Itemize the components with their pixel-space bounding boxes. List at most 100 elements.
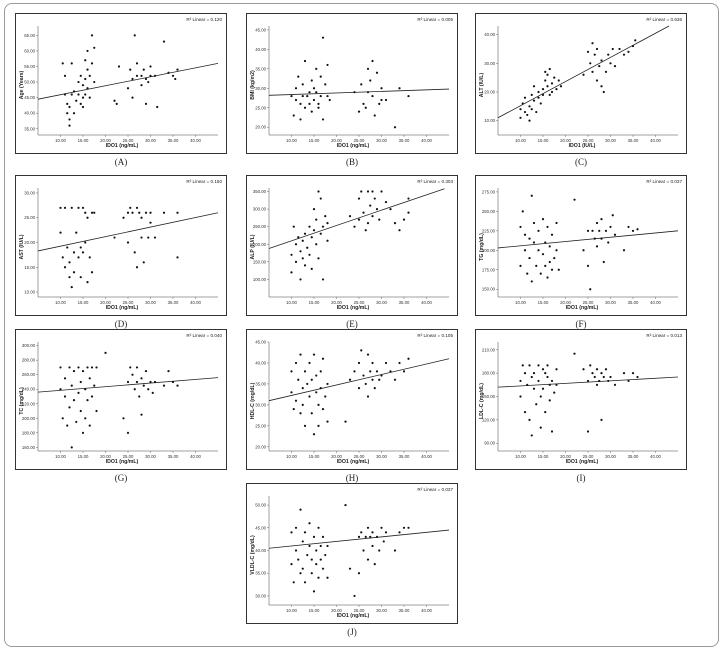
data-point — [353, 91, 356, 94]
scatter-svg: 10.00 15.00 20.00 25.00 30.00 35.00 40.00 90.00… — [482, 342, 679, 459]
data-point — [622, 249, 626, 252]
data-point — [544, 79, 547, 82]
data-point — [59, 366, 62, 369]
data-point — [550, 233, 554, 236]
data-point — [308, 225, 311, 228]
data-point — [555, 383, 558, 386]
data-point — [301, 239, 304, 242]
y-axis-label: Age (Years) — [19, 70, 25, 99]
data-point — [321, 407, 325, 411]
x-axis-label: IDO1 (ng/mL) — [105, 305, 139, 311]
data-point — [294, 98, 298, 102]
data-point — [402, 526, 406, 529]
y-tick-label: 350.00 — [253, 189, 267, 194]
y-tick-label: 300.00 — [22, 343, 36, 348]
x-tick-label: 40.00 — [421, 138, 432, 143]
data-point — [294, 549, 298, 552]
data-point — [555, 249, 558, 252]
data-point — [523, 410, 527, 414]
data-point — [613, 233, 617, 236]
x-tick-label: 30.00 — [145, 454, 156, 459]
fit-line — [268, 88, 450, 96]
y-axis-label-wrap: ALT (IU/L) — [476, 14, 488, 155]
x-tick-label: 10.00 — [286, 608, 297, 613]
x-tick-label: 40.00 — [650, 300, 661, 305]
data-point — [324, 83, 327, 86]
y-tick-label: 120.00 — [482, 417, 496, 422]
y-tick-label: 200.00 — [22, 416, 36, 421]
y-tick-label: 60.00 — [24, 48, 35, 53]
x-tick-label: 30.00 — [376, 454, 387, 459]
data-point — [303, 264, 307, 267]
data-point — [72, 369, 76, 373]
data-point — [126, 241, 130, 244]
data-point — [378, 378, 381, 381]
x-tick-label: 20.00 — [331, 608, 342, 613]
data-point — [63, 93, 67, 96]
y-tick-label: 30.00 — [255, 593, 266, 598]
data-point — [315, 549, 318, 552]
data-point — [144, 77, 148, 81]
y-axis-label-wrap: HDL-C (mg/dL) — [247, 330, 259, 471]
data-point — [84, 211, 87, 214]
r2-label: R² Linear = 0.005 — [417, 17, 453, 22]
data-point — [90, 34, 94, 37]
data-point — [290, 271, 293, 274]
data-point — [550, 430, 554, 433]
data-point — [326, 63, 329, 67]
data-point — [537, 249, 540, 252]
scatter-panel: 10.00 15.00 20.00 25.00 30.00 35.00 40.00 100.0… — [246, 175, 458, 316]
data-point — [595, 221, 599, 225]
data-point — [344, 503, 347, 507]
data-point — [375, 71, 379, 74]
data-point — [90, 211, 94, 214]
data-point — [357, 218, 361, 221]
data-point — [301, 257, 304, 260]
data-point — [171, 74, 175, 77]
x-tick-label: 15.00 — [538, 300, 549, 305]
x-tick-label: 30.00 — [145, 300, 156, 305]
x-tick-label: 30.00 — [145, 138, 156, 143]
data-point — [364, 535, 367, 538]
data-point — [299, 250, 302, 253]
y-axis-label-wrap: AST (IU/L) — [16, 176, 28, 317]
data-point — [555, 368, 558, 371]
x-tick-label: 10.00 — [286, 138, 297, 143]
data-point — [84, 417, 87, 420]
data-point — [131, 211, 134, 214]
data-point — [366, 190, 370, 193]
data-point — [380, 526, 383, 529]
y-tick-label: 150.00 — [482, 287, 496, 292]
y-tick-label: 35.00 — [24, 126, 35, 131]
scatter-svg: 10.00 15.00 20.00 25.00 30.00 35.00 40.00 35.00… — [24, 26, 219, 143]
x-tick-label: 15.00 — [309, 454, 320, 459]
y-tick-label: 25.00 — [255, 105, 266, 110]
data-point — [407, 211, 410, 214]
data-point — [526, 113, 529, 117]
data-point — [162, 384, 166, 387]
data-point — [344, 420, 347, 423]
data-point — [598, 229, 601, 232]
data-point — [541, 218, 545, 221]
fit-line — [268, 529, 450, 549]
data-point — [553, 391, 556, 394]
x-tick-label: 10.00 — [55, 300, 66, 305]
data-point — [384, 200, 388, 204]
data-point — [310, 110, 313, 113]
data-point — [589, 364, 592, 367]
data-point — [326, 544, 329, 548]
fit-line — [497, 230, 679, 249]
data-point — [301, 567, 304, 570]
data-point — [532, 241, 536, 244]
data-point — [378, 218, 381, 221]
y-tick-label: 65.00 — [24, 33, 35, 38]
data-point — [607, 241, 610, 244]
data-point — [319, 197, 322, 200]
data-point — [526, 383, 529, 386]
data-point — [70, 446, 73, 449]
data-point — [631, 44, 635, 48]
x-tick-label: 15.00 — [538, 138, 549, 143]
data-point — [407, 526, 410, 529]
data-point — [147, 80, 150, 84]
data-point — [528, 364, 531, 367]
